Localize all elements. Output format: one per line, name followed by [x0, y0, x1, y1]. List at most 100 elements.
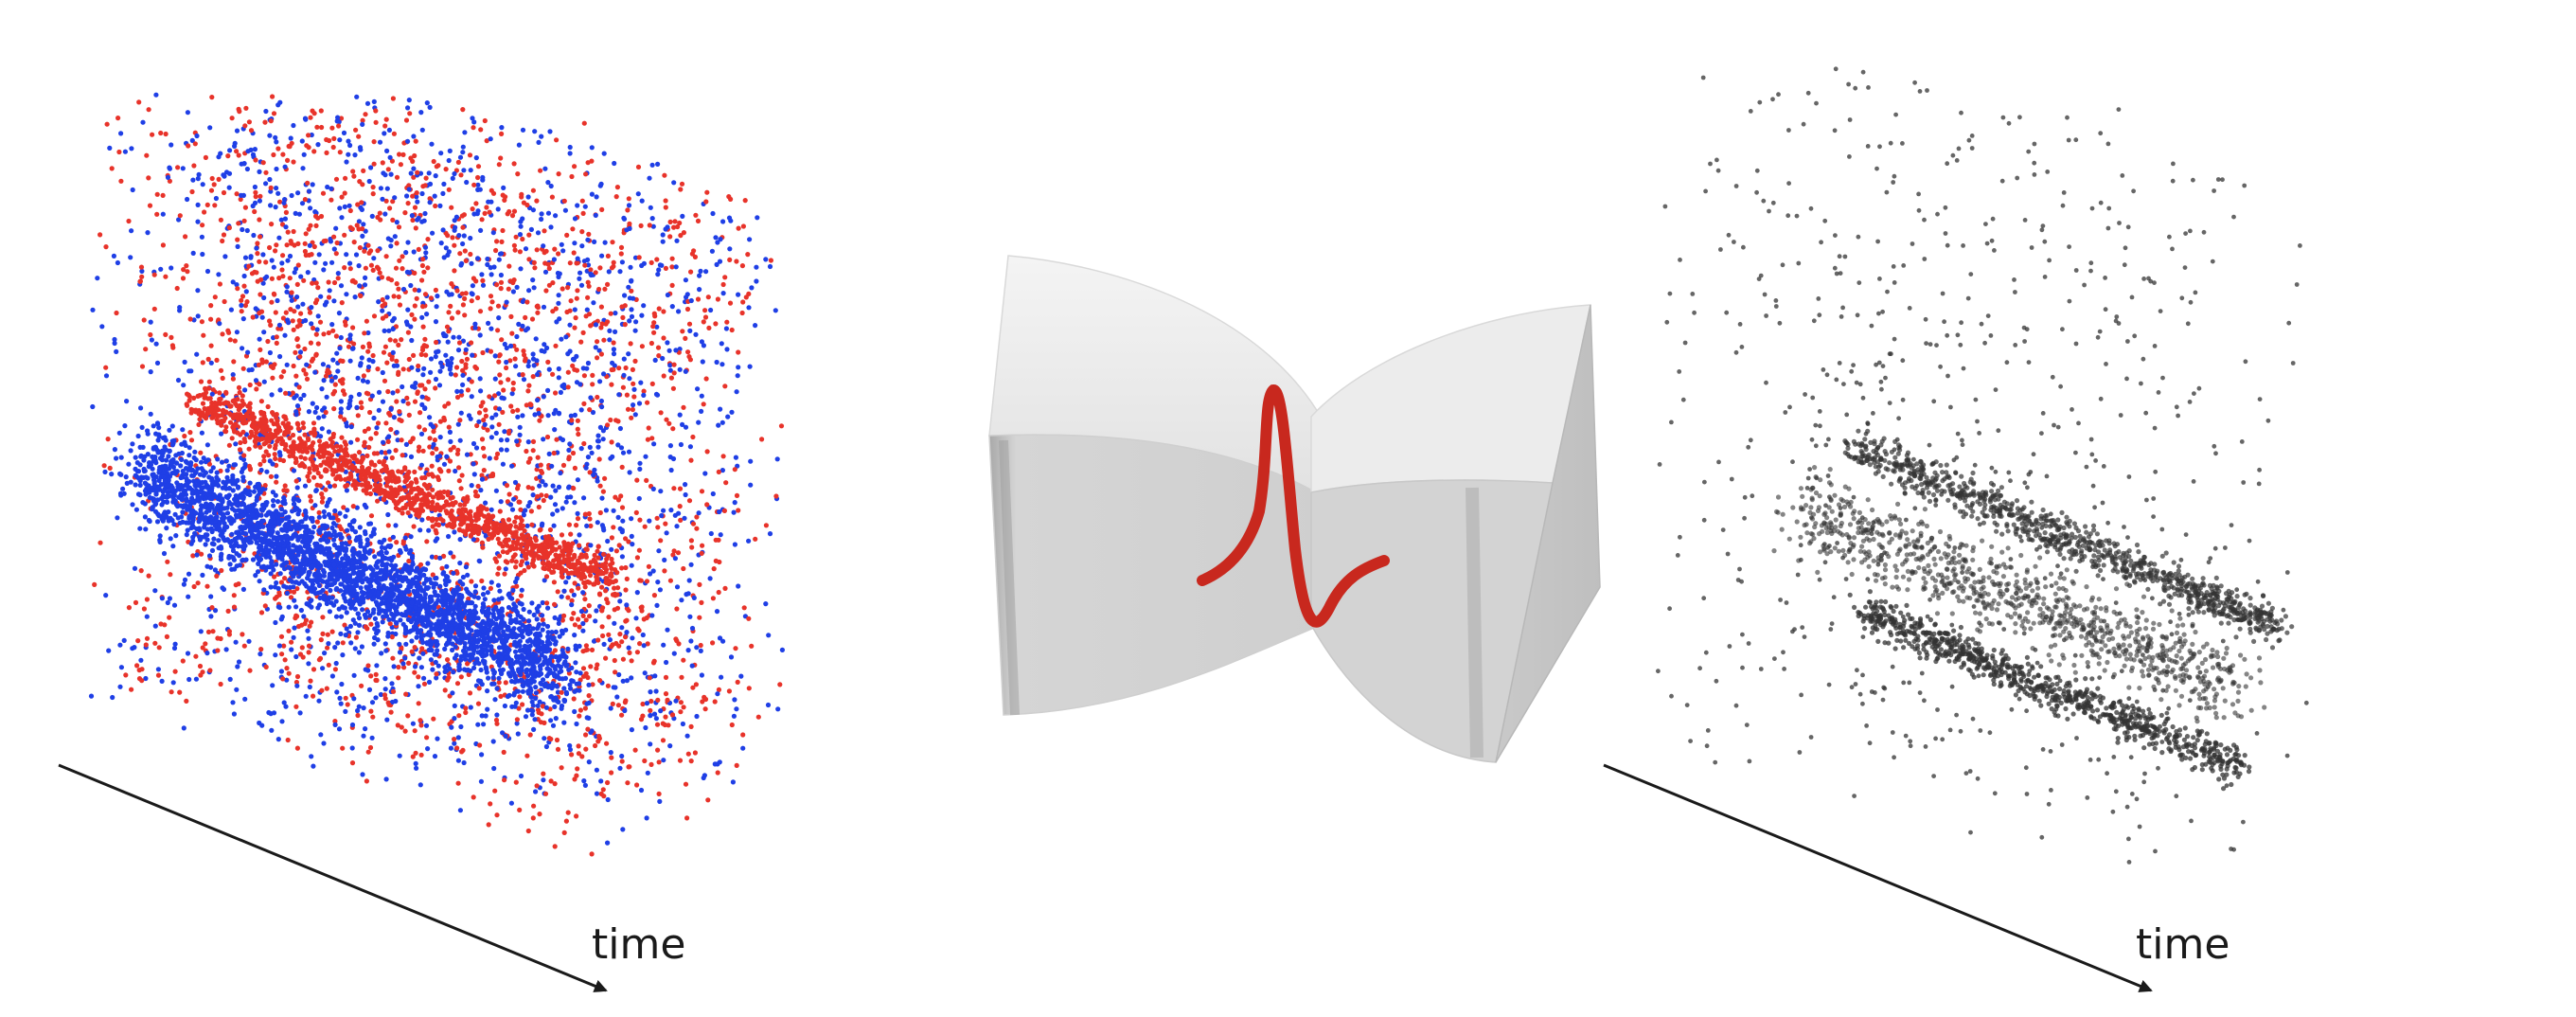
- event-point: [694, 713, 700, 720]
- event-point: [329, 197, 334, 203]
- event-point: [388, 238, 394, 243]
- event-point: [624, 576, 630, 582]
- event-point: [350, 504, 356, 509]
- event-point: [307, 466, 312, 472]
- event-point: [291, 442, 296, 448]
- event-point: [371, 256, 377, 261]
- event-point: [575, 516, 581, 522]
- event-point: [470, 116, 475, 121]
- event-point: [672, 219, 678, 224]
- event-point: [470, 206, 475, 212]
- event-point: [701, 319, 706, 325]
- event-point: [577, 677, 583, 683]
- event-point: [584, 307, 590, 312]
- event-point: [502, 341, 507, 348]
- event-point: [226, 632, 232, 637]
- event-point: [259, 723, 265, 728]
- event-point: [646, 425, 651, 431]
- event-point: [126, 605, 132, 611]
- event-point: [390, 349, 396, 355]
- event-point: [559, 765, 564, 771]
- event-point: [199, 234, 204, 240]
- event-point: [687, 444, 694, 450]
- event-point: [567, 144, 573, 151]
- event-point: [479, 476, 486, 482]
- event-point: [545, 261, 551, 267]
- event-point: [455, 348, 462, 353]
- event-point: [508, 800, 515, 806]
- event-point: [626, 196, 631, 202]
- event-point: [667, 363, 673, 368]
- event-point: [540, 704, 546, 709]
- event-point: [226, 170, 233, 176]
- event-point: [368, 165, 374, 170]
- event-point: [452, 716, 457, 722]
- event-point: [368, 262, 374, 268]
- event-point: [489, 272, 494, 277]
- event-point: [382, 687, 388, 692]
- event-point: [241, 453, 247, 458]
- event-point: [541, 497, 546, 504]
- event-point: [294, 281, 300, 287]
- event-point: [412, 270, 417, 276]
- event-point: [678, 709, 684, 715]
- event-point: [298, 311, 304, 316]
- event-point: [524, 523, 530, 528]
- event-point: [269, 299, 275, 305]
- event-point: [387, 154, 393, 160]
- event-point: [572, 465, 578, 471]
- event-point: [139, 274, 145, 279]
- event-point: [621, 216, 628, 222]
- event-point: [384, 148, 390, 153]
- event-point: [462, 130, 468, 135]
- event-point: [274, 139, 279, 145]
- event-point: [601, 337, 607, 343]
- event-point: [453, 365, 460, 370]
- event-point: [419, 219, 425, 224]
- event-point: [498, 380, 504, 385]
- event-point: [320, 666, 326, 671]
- event-point: [639, 344, 646, 349]
- event-point: [587, 516, 593, 522]
- event-point: [511, 496, 517, 502]
- event-point: [217, 281, 222, 287]
- event-point: [596, 591, 603, 597]
- event-point: [416, 246, 421, 252]
- event-point: [667, 743, 673, 749]
- event-point: [316, 509, 322, 516]
- event-point: [620, 450, 627, 455]
- event-point: [190, 250, 196, 256]
- event-point: [231, 604, 238, 610]
- event-point: [152, 623, 158, 629]
- event-point: [572, 708, 577, 715]
- event-point: [444, 324, 451, 330]
- event-point: [561, 613, 567, 618]
- event-point: [409, 213, 415, 219]
- event-point: [471, 794, 476, 800]
- event-point: [204, 202, 210, 207]
- event-point: [437, 203, 443, 208]
- event-point: [586, 682, 592, 687]
- event-point: [586, 603, 592, 609]
- event-point: [245, 149, 251, 154]
- event-point: [211, 182, 217, 187]
- event-point: [217, 321, 222, 327]
- event-point: [423, 352, 429, 358]
- event-point: [637, 460, 643, 466]
- event-point: [714, 261, 720, 267]
- event-point: [440, 227, 446, 233]
- event-point: [517, 694, 523, 700]
- event-point: [281, 643, 287, 649]
- event-point: [251, 489, 257, 494]
- event-point: [461, 168, 467, 173]
- event-point: [684, 733, 690, 739]
- event-point: [217, 390, 222, 396]
- event-point: [569, 418, 575, 423]
- event-point: [546, 282, 553, 288]
- event-point: [479, 437, 486, 442]
- event-point: [636, 547, 643, 553]
- event-point: [645, 770, 650, 776]
- event-point: [565, 369, 571, 375]
- event-point: [710, 640, 716, 646]
- event-point: [293, 373, 299, 379]
